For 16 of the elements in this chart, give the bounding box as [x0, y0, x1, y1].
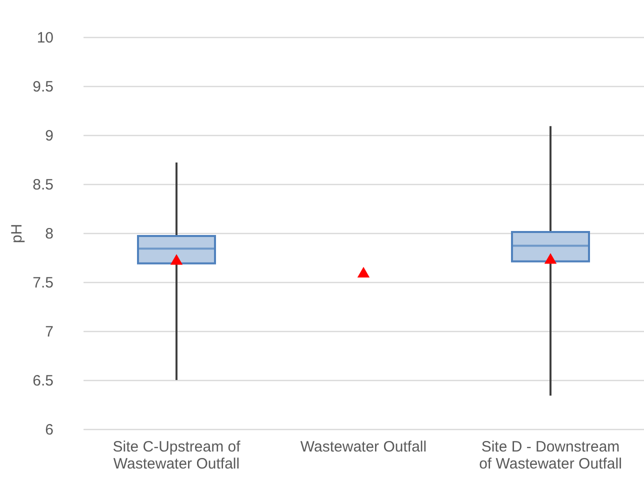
y-tick-label: 7	[45, 324, 54, 340]
y-tick-label: 6.5	[32, 372, 54, 390]
point	[357, 266, 370, 278]
x-tick-label: Wastewater Outfall	[300, 438, 427, 456]
y-tick-label: 8	[45, 226, 54, 242]
y-tick-label: 10	[36, 30, 54, 46]
x-tick-label: Site D - Downstream of Wastewater Outfall	[479, 438, 622, 472]
y-tick-label: 7.5	[32, 274, 54, 292]
x-tick-label: Site C-Upstream of Wastewater Outfall	[112, 438, 242, 472]
y-tick-label: 6	[45, 422, 54, 438]
point	[544, 253, 557, 264]
y-tick-label: 9.5	[32, 78, 54, 96]
y-tick-label: 8.5	[32, 176, 54, 194]
y-axis-title: pH	[8, 224, 26, 244]
point	[170, 254, 183, 265]
y-tick-label: 9	[45, 128, 54, 144]
